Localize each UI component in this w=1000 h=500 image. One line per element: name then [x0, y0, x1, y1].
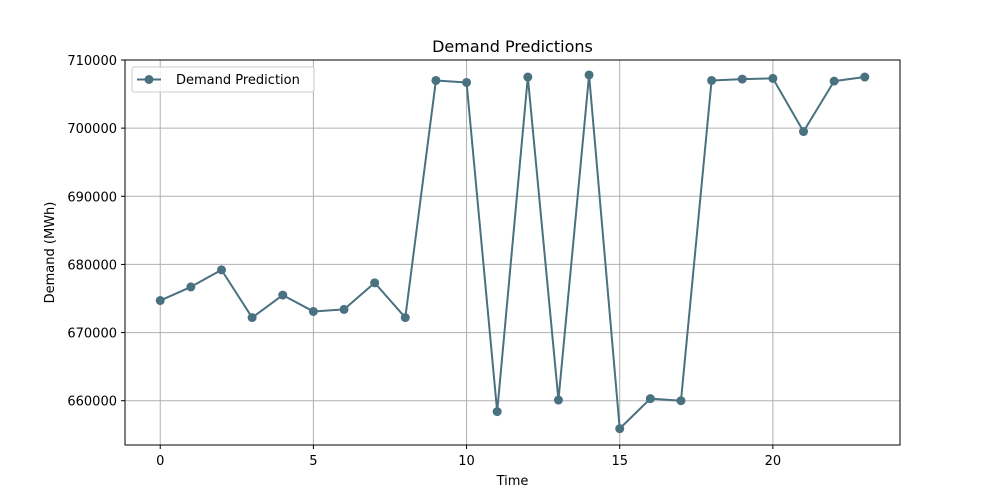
data-point: [431, 75, 441, 85]
data-point: [584, 70, 594, 80]
data-point: [462, 77, 472, 87]
data-point: [860, 72, 870, 82]
data-point: [400, 313, 410, 323]
data-point: [737, 74, 747, 84]
data-point: [676, 396, 686, 406]
x-tick-label: 10: [458, 454, 475, 469]
y-tick-label: 690000: [67, 190, 117, 205]
data-point: [707, 75, 717, 85]
y-tick-label: 700000: [67, 122, 117, 137]
y-tick-label: 660000: [67, 395, 117, 410]
data-point: [829, 76, 839, 86]
data-point: [768, 73, 778, 83]
data-point: [799, 127, 809, 137]
legend-series-marker: [144, 75, 154, 84]
data-point: [339, 304, 349, 314]
x-tick-label: 5: [309, 454, 317, 469]
data-point: [615, 424, 625, 434]
y-tick-label: 680000: [67, 258, 117, 273]
legend-series-label: Demand Prediction: [176, 73, 300, 88]
legend-box: [131, 66, 315, 93]
x-tick-label: 20: [765, 454, 782, 469]
data-point: [186, 282, 196, 292]
series-line: [159, 73, 865, 430]
x-tick-label: 0: [156, 454, 164, 469]
data-point: [523, 72, 533, 82]
series-layer: [155, 70, 870, 434]
legend: Demand Prediction: [131, 66, 315, 93]
data-point: [278, 290, 288, 300]
data-point: [370, 278, 380, 288]
data-point: [492, 407, 502, 417]
y-tick-label: 710000: [67, 54, 117, 69]
data-point: [247, 313, 257, 323]
data-point: [553, 395, 563, 405]
axis-ticks: 0 5 10 15 20 660000 670000 680000 690000 700000 71…: [67, 54, 781, 469]
x-axis-label: Time: [496, 474, 529, 489]
chart-title: Demand Predictions: [432, 37, 593, 56]
plot-area-frame: [124, 59, 901, 446]
data-point: [645, 394, 655, 404]
data-point: [216, 265, 226, 275]
data-point: [155, 296, 165, 306]
y-tick-label: 670000: [67, 327, 117, 342]
data-point: [308, 306, 318, 316]
y-axis-label: Demand (MWh): [43, 202, 58, 304]
x-tick-label: 15: [611, 454, 628, 469]
